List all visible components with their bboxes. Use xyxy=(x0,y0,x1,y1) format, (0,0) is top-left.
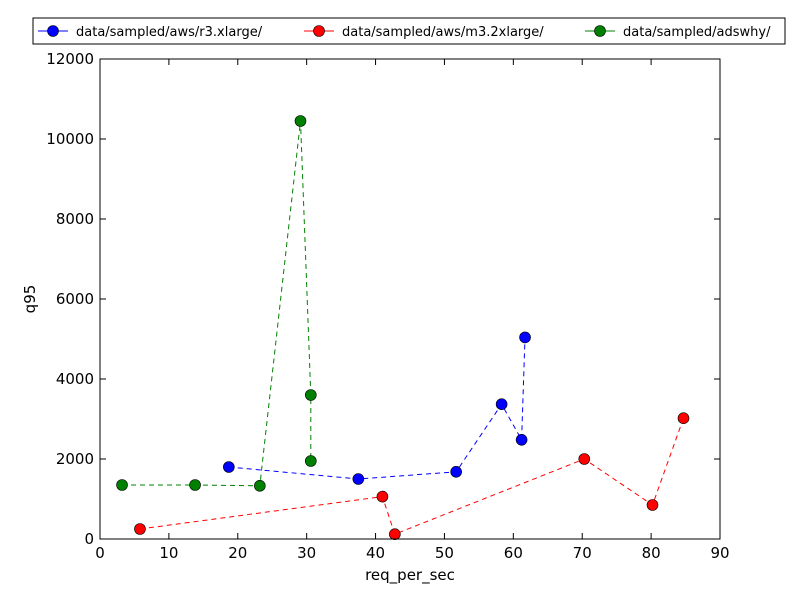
y-tick-label: 10000 xyxy=(46,130,94,148)
y-tick-label: 12000 xyxy=(46,50,94,68)
series-line-2 xyxy=(122,120,312,487)
data-point-1-4 xyxy=(646,499,659,511)
x-tick-label: 10 xyxy=(159,544,178,562)
data-point-2-2 xyxy=(254,479,266,492)
y-tick-label: 6000 xyxy=(56,290,94,308)
data-point-1-2 xyxy=(389,528,401,541)
legend-entry-label: data/sampled/aws/m3.2xlarge/ xyxy=(342,25,544,40)
data-point-1-1 xyxy=(376,490,389,503)
data-point-2-4 xyxy=(304,389,317,401)
data-point-1-3 xyxy=(578,453,591,465)
x-tick-label: 60 xyxy=(504,544,523,562)
x-tick-label: 40 xyxy=(366,544,385,562)
x-tick-label: 80 xyxy=(642,544,661,562)
axes: 0 10 20 30 40 50 60 70 80 90 0 2000 4000 6000 8000 1000… xyxy=(46,50,729,562)
data-point-0-5 xyxy=(519,331,531,344)
x-tick-label: 50 xyxy=(435,544,454,562)
x-tick-label: 70 xyxy=(573,544,592,562)
plot-area xyxy=(116,115,690,541)
y-tick-label: 8000 xyxy=(56,210,94,228)
data-point-0-0 xyxy=(223,461,235,473)
data-point-0-2 xyxy=(450,465,462,478)
x-axis-label: req_per_sec xyxy=(365,566,455,585)
data-point-2-5 xyxy=(304,455,317,467)
x-tick-label: 20 xyxy=(228,544,247,562)
y-axis-label: q95 xyxy=(21,285,39,314)
data-point-1-0 xyxy=(134,523,146,535)
plot-frame xyxy=(99,58,721,540)
x-tick-label: 30 xyxy=(297,544,316,562)
series-line-1 xyxy=(139,418,684,535)
legend-swatch-marker xyxy=(594,25,606,37)
x-tick-label: 0 xyxy=(95,544,105,562)
legend-entry-label: data/sampled/aws/r3.xlarge/ xyxy=(76,25,263,40)
data-point-0-1 xyxy=(352,473,365,485)
x-tick-label: 90 xyxy=(710,544,729,562)
data-point-2-1 xyxy=(189,479,201,491)
legend-swatch-marker xyxy=(313,25,325,37)
data-point-2-3 xyxy=(294,115,307,127)
y-tick-label: 4000 xyxy=(56,370,94,388)
data-point-2-0 xyxy=(116,479,128,491)
data-point-0-4 xyxy=(515,433,528,446)
legend-box xyxy=(32,17,786,45)
y-tick-label: 0 xyxy=(84,530,94,548)
y-tick-label: 2000 xyxy=(56,450,94,468)
legend-swatch-marker xyxy=(47,25,59,37)
legend: data/sampled/aws/r3.xlarge/data/sampled/… xyxy=(32,17,786,45)
series-line-0 xyxy=(228,337,526,480)
data-point-1-5 xyxy=(677,412,690,425)
data-point-0-3 xyxy=(495,398,508,411)
legend-entry-label: data/sampled/adswhy/ xyxy=(623,25,771,40)
